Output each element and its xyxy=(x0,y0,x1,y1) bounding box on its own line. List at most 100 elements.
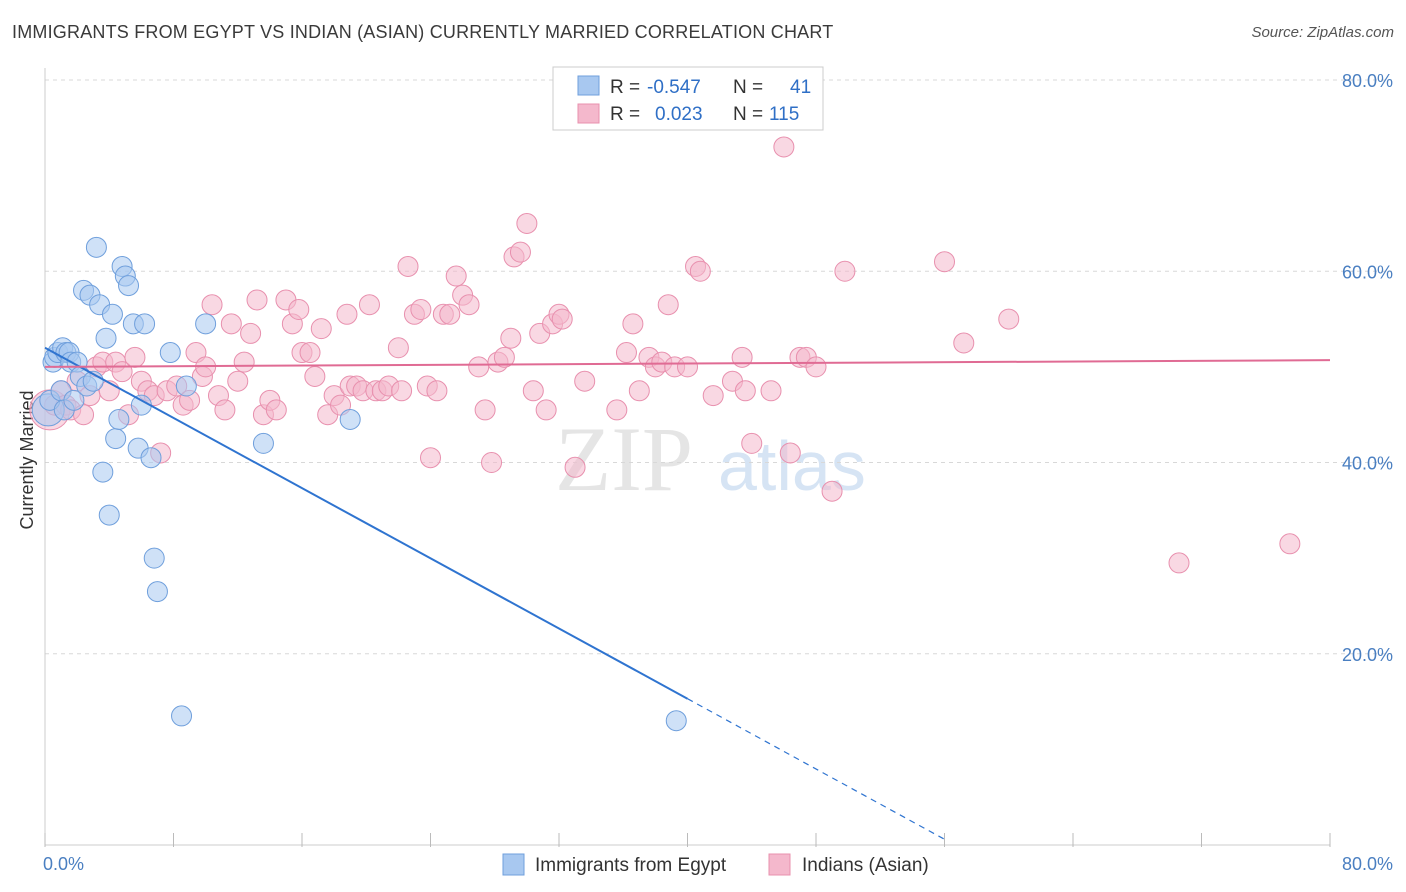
legend-n-label-indians: N = xyxy=(733,104,763,125)
point-indians-asian xyxy=(288,299,310,320)
trend-line-indians-asian xyxy=(44,359,1331,368)
point-indians-asian xyxy=(551,308,573,330)
point-egypt xyxy=(339,408,361,430)
point-indians-asian xyxy=(734,380,756,402)
point-egypt xyxy=(134,313,156,335)
point-indians-asian xyxy=(201,294,223,316)
point-egypt xyxy=(92,461,114,483)
point-indians-asian xyxy=(574,370,596,392)
point-indians-asian xyxy=(500,327,522,349)
y-tick-label: 60.0% xyxy=(1342,262,1393,282)
point-indians-asian xyxy=(410,299,432,320)
y-tick-label: 20.0% xyxy=(1342,645,1393,665)
point-egypt xyxy=(159,342,181,364)
point-indians-asian xyxy=(834,260,856,282)
trend-lines xyxy=(44,346,1331,840)
point-egypt xyxy=(98,504,120,526)
series-indians-asian-points xyxy=(29,136,1301,574)
watermark-atlas: atlas xyxy=(718,427,866,505)
point-egypt xyxy=(118,275,140,297)
point-egypt xyxy=(171,705,193,727)
point-indians-asian xyxy=(535,399,557,421)
point-indians-asian xyxy=(522,380,544,402)
point-indians-asian xyxy=(509,241,531,263)
point-indians-asian xyxy=(310,318,332,340)
legend-r-label-egypt: R = xyxy=(610,77,640,98)
bottom-legend-label-egypt: Immigrants from Egypt xyxy=(535,855,727,876)
point-indians-asian xyxy=(299,342,321,364)
point-indians-asian xyxy=(1168,552,1190,574)
point-indians-asian xyxy=(246,289,268,311)
point-indians-asian xyxy=(821,480,843,502)
legend-n-label-egypt: N = xyxy=(733,77,763,98)
point-egypt xyxy=(252,432,274,454)
point-indians-asian xyxy=(615,342,637,364)
point-indians-asian xyxy=(397,255,419,277)
point-indians-asian xyxy=(474,399,496,421)
point-indians-asian xyxy=(391,380,413,402)
legend-n-value-egypt: 41 xyxy=(790,77,811,98)
point-indians-asian xyxy=(468,356,490,378)
legend-r-label-indians: R = xyxy=(610,104,640,125)
point-indians-asian xyxy=(953,332,975,354)
chart-title: IMMIGRANTS FROM EGYPT VS INDIAN (ASIAN) … xyxy=(12,22,834,42)
point-egypt xyxy=(101,303,123,325)
point-indians-asian xyxy=(124,346,146,368)
bottom-legend-swatch-egypt xyxy=(502,853,525,876)
point-egypt xyxy=(95,327,117,349)
y-tick-labels: 20.0% 40.0% 60.0% 80.0% xyxy=(1342,71,1393,665)
point-indians-asian xyxy=(445,265,467,287)
point-indians-asian xyxy=(657,294,679,316)
bottom-legend-swatch-indians xyxy=(768,853,791,876)
point-indians-asian xyxy=(220,313,242,335)
point-indians-asian xyxy=(493,346,515,368)
legend-r-value-egypt: -0.547 xyxy=(647,77,701,98)
point-indians-asian xyxy=(779,442,801,464)
point-indians-asian xyxy=(773,136,795,158)
point-egypt xyxy=(108,408,130,430)
point-indians-asian xyxy=(336,303,358,325)
legend-swatch-indians xyxy=(577,103,600,124)
x-tick-label-min: 0.0% xyxy=(43,854,84,874)
source-label: Source: ZipAtlas.com xyxy=(1251,24,1394,41)
y-tick-label: 40.0% xyxy=(1342,454,1393,474)
point-indians-asian xyxy=(702,385,724,407)
point-indians-asian xyxy=(233,351,255,373)
point-indians-asian xyxy=(731,346,753,368)
point-indians-asian xyxy=(265,399,287,421)
point-egypt xyxy=(85,236,107,258)
point-indians-asian xyxy=(741,432,763,454)
point-indians-asian xyxy=(998,308,1020,330)
trend-line-egypt-extension xyxy=(687,698,945,840)
point-indians-asian xyxy=(622,313,644,335)
legend-swatch-egypt xyxy=(577,75,600,96)
axes xyxy=(44,68,1331,847)
point-egypt xyxy=(105,428,127,450)
point-indians-asian xyxy=(689,260,711,282)
point-egypt xyxy=(175,375,197,397)
point-egypt xyxy=(63,389,85,411)
point-egypt xyxy=(195,313,217,335)
point-egypt xyxy=(146,581,168,603)
point-indians-asian xyxy=(805,356,827,378)
point-indians-asian xyxy=(677,356,698,378)
y-axis-label: Currently Married xyxy=(17,390,37,529)
point-indians-asian xyxy=(628,380,650,402)
point-indians-asian xyxy=(426,380,448,402)
x-tick-labels: 0.0% 80.0% xyxy=(43,854,1393,874)
point-indians-asian xyxy=(1279,533,1301,555)
point-egypt xyxy=(665,710,687,732)
point-indians-asian xyxy=(606,399,628,421)
point-indians-asian xyxy=(358,294,380,316)
point-egypt xyxy=(140,447,162,469)
point-indians-asian xyxy=(458,294,480,316)
point-egypt xyxy=(143,547,165,569)
point-indians-asian xyxy=(214,399,236,421)
point-indians-asian xyxy=(934,251,955,273)
point-indians-asian xyxy=(516,212,538,234)
point-indians-asian xyxy=(564,456,586,478)
top-legend: R = -0.547 N = 41 R = 0.023 N = 115 xyxy=(552,66,824,131)
legend-n-value-indians: 115 xyxy=(769,104,799,125)
point-indians-asian xyxy=(481,452,503,473)
bottom-legend-label-indians: Indians (Asian) xyxy=(802,855,929,876)
